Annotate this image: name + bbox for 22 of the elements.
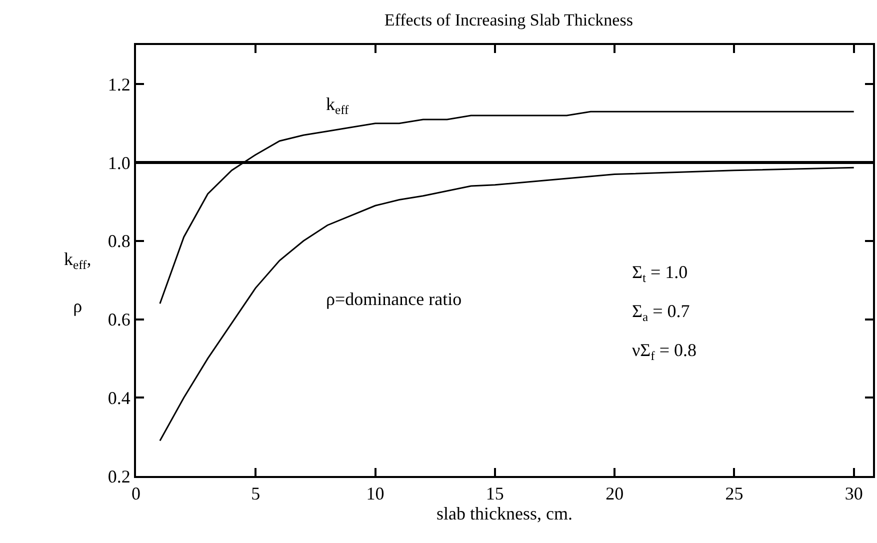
- y-tick-label: 0.4: [108, 388, 130, 408]
- x-tick-label: 5: [251, 484, 260, 504]
- chart-title: Effects of Increasing Slab Thickness: [384, 10, 633, 30]
- y-tick-label: 0.8: [108, 231, 130, 252]
- text: k$_{eff}$, ρ: [64, 249, 92, 316]
- annotation: k$_{eff}$: [326, 94, 350, 117]
- x-tick-label: 15: [486, 484, 504, 504]
- annotation: ρ=dominance ratio: [326, 289, 462, 309]
- x-tick-label: 0: [132, 484, 140, 504]
- y-tick-label: 0.2: [108, 466, 130, 486]
- line-series: [159, 166, 855, 442]
- x-tick-label: 10: [366, 484, 384, 504]
- x-tick-label: 20: [606, 484, 624, 504]
- annotation: νΣ$_{f}$ = 0.8: [632, 340, 696, 363]
- x-tick-label: 25: [725, 484, 744, 504]
- y-tick-label: 0.6: [108, 310, 130, 330]
- annotation: Σ$_{t}$ = 1.0: [632, 262, 688, 285]
- x-axis-title: slab thickness, cm.: [436, 504, 572, 524]
- y-tick-label: 1.2: [108, 74, 130, 94]
- x-tick-label: 30: [844, 484, 863, 504]
- y-tick-label: 1.0: [108, 152, 130, 173]
- annotation: Σ$_{a}$ = 0.7: [632, 301, 690, 324]
